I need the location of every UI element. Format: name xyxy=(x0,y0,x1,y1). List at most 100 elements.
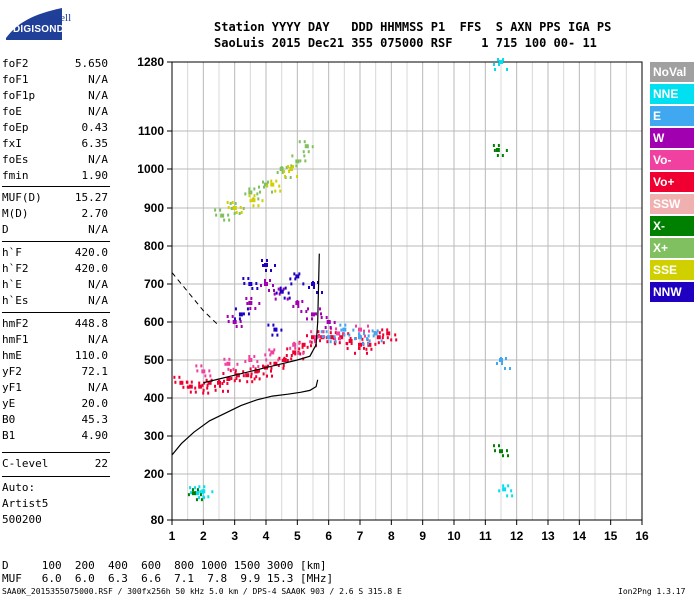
data-point xyxy=(219,208,222,212)
data-point xyxy=(242,277,245,280)
data-point xyxy=(289,277,292,281)
data-point xyxy=(214,384,216,388)
data-point xyxy=(226,315,229,318)
param-row: hmF1 N/A xyxy=(2,332,108,348)
data-point xyxy=(278,356,281,360)
data-point xyxy=(295,164,298,168)
param-row: B0 45.3 xyxy=(2,412,108,428)
data-point xyxy=(189,390,192,394)
param-name: hmE xyxy=(2,349,22,362)
data-point xyxy=(256,192,259,196)
data-point xyxy=(258,302,261,305)
data-point xyxy=(343,333,346,337)
data-point xyxy=(381,336,384,340)
data-point xyxy=(279,289,284,294)
param-row: foF1 N/A xyxy=(2,72,108,88)
param-row: yF1 N/A xyxy=(2,380,108,396)
data-point xyxy=(269,279,271,282)
data-point xyxy=(250,297,253,300)
param-value: N/A xyxy=(88,89,108,102)
data-point xyxy=(498,63,500,66)
data-point xyxy=(290,357,293,361)
data-point xyxy=(338,332,341,336)
data-point xyxy=(311,312,315,317)
data-point xyxy=(317,281,319,284)
data-point xyxy=(322,330,325,334)
data-point xyxy=(214,388,217,392)
param-value: 6.35 xyxy=(81,137,109,150)
data-point xyxy=(272,284,274,287)
data-point xyxy=(207,391,210,395)
data-point xyxy=(279,286,282,290)
data-point xyxy=(276,333,279,337)
x-tick-label: 16 xyxy=(635,529,649,543)
param-value: 5.650 xyxy=(74,57,108,70)
data-point xyxy=(178,375,181,379)
data-point xyxy=(249,367,252,371)
data-point xyxy=(300,310,303,313)
param-row: B1 4.90 xyxy=(2,428,108,444)
param-name: fxI xyxy=(2,137,22,150)
data-point xyxy=(196,488,199,492)
data-point xyxy=(237,374,240,378)
data-point xyxy=(386,328,389,332)
data-point xyxy=(226,361,231,366)
data-point xyxy=(294,352,297,356)
data-point xyxy=(348,333,351,337)
param-name: h`Es xyxy=(2,294,29,307)
data-point xyxy=(346,347,349,350)
data-point xyxy=(367,342,372,347)
data-point xyxy=(365,347,368,351)
data-point xyxy=(248,355,251,358)
data-point xyxy=(293,272,296,276)
data-point xyxy=(198,381,201,385)
data-point xyxy=(252,204,255,208)
data-point xyxy=(251,380,254,384)
param-row: h`F2 420.0 xyxy=(2,261,108,277)
data-point xyxy=(510,489,513,493)
data-point xyxy=(370,347,373,351)
data-point xyxy=(261,199,264,203)
data-point xyxy=(260,284,262,287)
logo-swoosh xyxy=(6,8,62,40)
data-point xyxy=(257,197,260,201)
data-point xyxy=(330,336,333,340)
data-point xyxy=(275,179,278,183)
data-point xyxy=(334,342,337,346)
data-point xyxy=(271,333,274,337)
data-point xyxy=(493,444,495,448)
data-point xyxy=(344,323,347,327)
param-row: foF1p N/A xyxy=(2,88,108,104)
data-point xyxy=(255,375,258,379)
data-point xyxy=(339,337,342,341)
data-point xyxy=(185,380,188,384)
legend-item-nne: NNE xyxy=(650,84,694,104)
data-point xyxy=(358,332,360,336)
data-point xyxy=(251,198,256,203)
data-point xyxy=(380,339,383,343)
data-point xyxy=(256,360,259,363)
data-point xyxy=(247,277,250,280)
data-point xyxy=(358,342,362,347)
muf-row: MUF 6.0 6.0 6.3 6.6 7.1 7.8 9.9 15.3 [MH… xyxy=(2,572,334,585)
data-point xyxy=(257,204,260,208)
data-point xyxy=(321,335,324,339)
data-point xyxy=(226,382,229,385)
x-tick-label: 10 xyxy=(447,529,461,543)
data-point xyxy=(340,328,343,332)
data-point xyxy=(198,384,203,389)
data-point xyxy=(306,317,308,321)
param-row: D N/A xyxy=(2,222,108,238)
data-point xyxy=(307,307,309,311)
data-point xyxy=(333,321,336,324)
data-point xyxy=(502,487,507,492)
data-point xyxy=(298,272,301,276)
data-point xyxy=(284,175,287,178)
data-point xyxy=(266,259,268,262)
data-point xyxy=(376,329,379,333)
data-point xyxy=(350,342,353,345)
data-point xyxy=(325,316,328,319)
data-point xyxy=(295,159,300,164)
data-point xyxy=(227,213,230,217)
data-point xyxy=(182,385,185,389)
